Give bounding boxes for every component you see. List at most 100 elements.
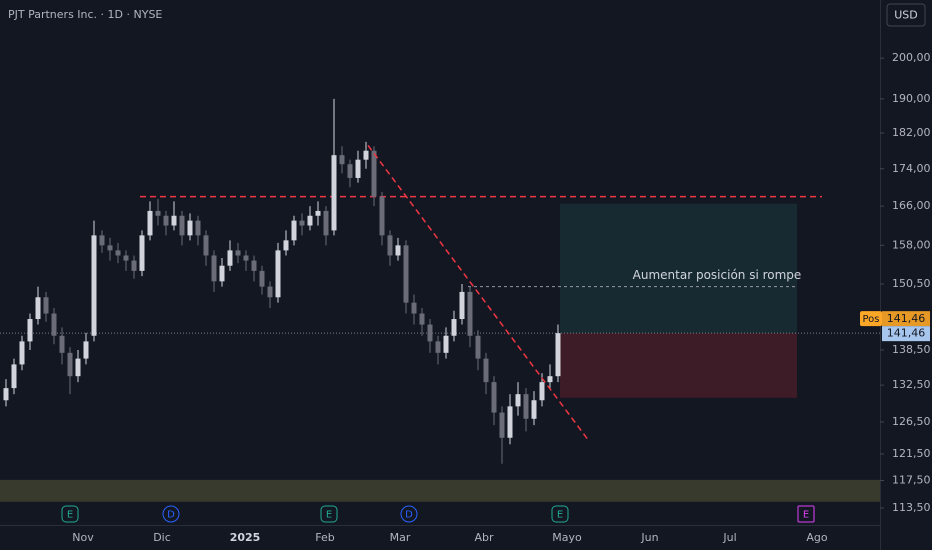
event-label: E [557,510,563,521]
candle-body [443,335,449,353]
y-tick-label: 132,50 [892,378,931,391]
y-tick-label: 158,00 [892,238,931,251]
candle-body [107,245,113,251]
candle-body [483,358,489,383]
candle-body [475,335,481,359]
x-tick-label: Ago [806,531,828,544]
candle-body [411,302,417,314]
candle-body [507,406,513,438]
x-tick-label: Nov [72,531,94,544]
pos-label-box [860,311,882,327]
event-marker [162,505,180,523]
candle-body [395,245,401,256]
candle-body [131,260,137,271]
candle-body [539,382,545,401]
y-tick-label: 121,50 [892,447,931,460]
candle-body [211,255,217,282]
event-label: E [326,510,332,521]
candle-body [91,235,97,336]
x-tick-label: 2025 [230,531,261,544]
candle-body [331,155,337,231]
last-price-box [882,326,930,342]
candle-body [163,215,169,226]
candle-body [43,297,49,314]
candle-body [139,235,145,271]
candle-body [115,250,121,256]
candle-body [323,210,329,236]
pos-price-box [882,311,930,327]
candle-body [515,394,521,407]
candle-body [555,333,561,377]
candle-body [387,235,393,256]
y-tick-label: 138,50 [892,343,931,356]
candle-body [75,358,81,377]
event-label: D [405,510,413,521]
annotation: Aumentar posición si rompe [633,268,802,282]
x-tick-label: Jun [640,531,658,544]
chart-title: PJT Partners Inc. · 1D · NYSE [8,8,162,21]
candle-body [307,215,313,226]
candle-body [11,364,17,389]
zone [0,479,880,502]
candle-body [235,250,241,256]
currency[interactable]: USD [894,9,918,22]
candle-body [275,250,281,298]
profit-zone [560,203,797,334]
candle-body [3,388,9,401]
event-label: E [67,510,73,521]
x-tick-label: Jul [722,531,736,544]
candle-body [99,235,105,246]
event-marker [320,505,338,523]
x-tick-label: Feb [315,531,334,544]
pos-label: Pos [862,314,879,325]
candle-body [51,313,57,336]
candle-body [403,245,409,303]
event-marker [61,505,79,523]
plot: 200,00 190,00 182,00 174,00 166,00 158,00 150,… [0,51,931,544]
candle-body [171,215,177,226]
candle-body [371,150,377,197]
candle-body [547,376,553,383]
y-tick-label: 190,00 [892,92,931,105]
candle-body [19,341,25,365]
candle-body [259,270,265,287]
candle-body [219,265,225,282]
candle-body [283,240,289,251]
candle-body [419,313,425,325]
y-tick-label: 166,00 [892,199,931,212]
event-label: D [167,510,175,521]
candle-body [59,335,65,353]
candle-body [83,341,89,359]
candle-body [67,352,73,377]
last-price-label: 141,46 [887,327,926,340]
event-label: E [803,510,809,521]
candle-body [251,260,257,271]
candle-body [123,255,129,261]
candle-body [27,319,33,342]
candle-body [347,164,353,178]
candle-body [291,220,297,241]
y-tick-label: 182,00 [892,126,931,139]
event-marker [400,505,418,523]
candle-body [451,319,457,336]
candle-body [435,341,441,353]
candle-body [339,155,345,165]
x-tick-label: Dic [153,531,171,544]
pos-price: 141,46 [887,312,926,325]
y-tick-label: 126,50 [892,415,931,428]
candle-body [203,235,209,256]
currency-box[interactable] [886,3,926,27]
y-tick-label: 200,00 [892,51,931,64]
candle-body [155,210,161,216]
candle-body [427,324,433,342]
candle-body [195,220,201,236]
candle-body [499,412,505,438]
candle-body [379,196,385,236]
candle-body [227,250,233,266]
y-tick-label: 117,50 [892,474,931,487]
candle-body [35,297,41,320]
candle-body [299,220,305,226]
candle-body [147,210,153,236]
event-marker [551,505,569,523]
